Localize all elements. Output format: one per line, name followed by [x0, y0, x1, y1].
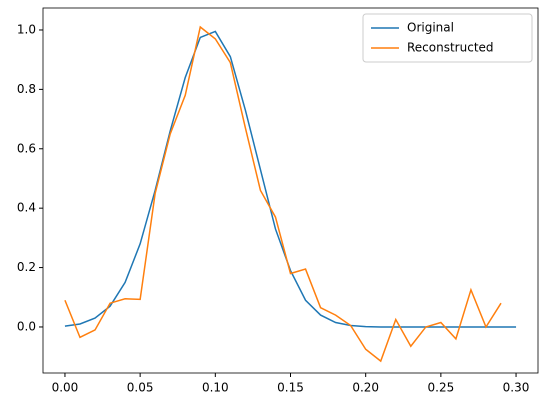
x-tick-label: 0.25 — [428, 381, 455, 395]
y-tick-label: 0.2 — [17, 260, 36, 274]
y-tick-label: 0.0 — [17, 319, 36, 333]
y-tick-label: 0.8 — [17, 82, 36, 96]
y-tick-label: 0.4 — [17, 201, 36, 215]
legend-label: Original — [407, 21, 454, 35]
y-tick-label: 0.6 — [17, 141, 36, 155]
series-line — [64, 30, 517, 328]
x-tick-label: 0.00 — [52, 381, 79, 395]
x-tick-label: 0.10 — [202, 381, 229, 395]
x-tick-label: 0.30 — [503, 381, 530, 395]
y-tick-label: 1.0 — [17, 22, 36, 36]
x-tick-label: 0.15 — [277, 381, 304, 395]
x-tick-label: 0.05 — [127, 381, 154, 395]
plot-frame — [42, 7, 539, 374]
legend-label: Reconstructed — [407, 41, 494, 55]
legend-box — [362, 13, 533, 63]
series-line — [64, 25, 502, 363]
x-tick-label: 0.20 — [352, 381, 379, 395]
